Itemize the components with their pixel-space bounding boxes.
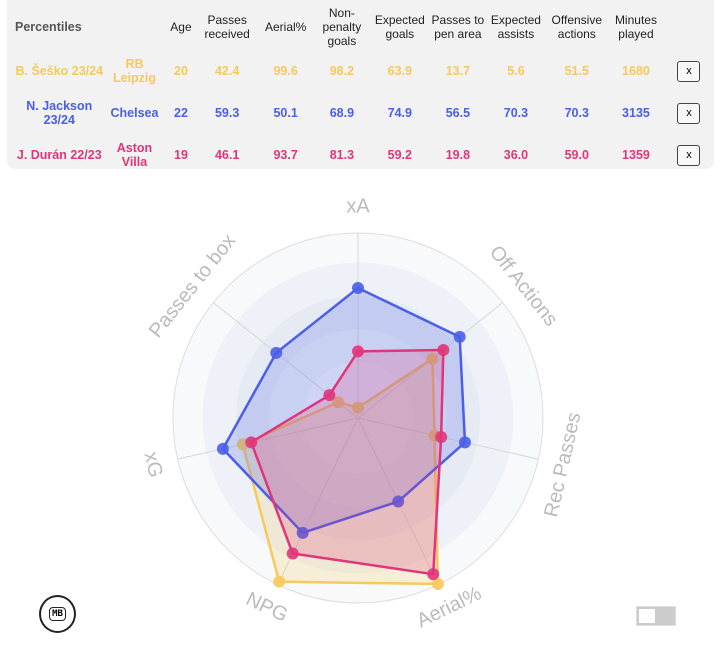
column-header: Percentiles (15, 20, 82, 34)
column-header: Expected assists (490, 13, 541, 41)
radar-data-point (437, 343, 450, 356)
player-name: J. Durán 22/23 (16, 148, 102, 162)
radar-data-point (435, 430, 448, 443)
remove-player-button[interactable]: x (677, 60, 701, 82)
column-header: Passes received (204, 13, 250, 41)
column-header: Non-penalty goals (322, 6, 362, 48)
radar-axis-label: xA (346, 195, 370, 217)
radar-data-point (323, 389, 336, 402)
stat-value: 93.7 (273, 148, 298, 162)
radar-data-point (453, 330, 466, 343)
stat-value: 59.3 (214, 106, 240, 120)
stat-value: 3135 (622, 106, 650, 120)
radar-spoke (177, 417, 359, 460)
column-header: Aerial% (264, 20, 307, 34)
remove-cell: x (664, 50, 714, 92)
radar-data-point (286, 547, 299, 560)
table-row: N. Jackson 23/24 Chelsea 22 59.3 50.1 68.9 74.… (15, 92, 714, 134)
percentiles-table: Percentiles Age Passes received Aerial% Non-… (15, 4, 714, 176)
stat-value: 1680 (622, 64, 650, 78)
stat-value: 1359 (622, 148, 650, 162)
radar-data-point (426, 352, 439, 365)
remove-cell: x (664, 92, 714, 134)
remove-player-button[interactable]: x (677, 102, 701, 124)
toggle-knob (639, 609, 655, 623)
stat-value: 70.3 (503, 106, 529, 120)
stat-value: 59.0 (564, 148, 589, 162)
column-header: Offensive actions (551, 13, 603, 41)
stat-value: 19 (174, 148, 188, 162)
radar-series-area (249, 348, 445, 576)
column-header: Age (170, 20, 192, 34)
radar-data-point (332, 396, 345, 409)
column-header: Minutes played (614, 13, 657, 41)
radar-data-point (216, 442, 229, 455)
stat-value: 99.6 (273, 64, 298, 78)
stat-value: 74.9 (387, 106, 412, 120)
radar-spoke (357, 417, 539, 460)
stat-value: 20 (174, 64, 188, 78)
radar-axis-label: xG (140, 450, 167, 480)
radar-axis-label: Rec Passes (540, 410, 585, 519)
stat-value: 50.1 (273, 106, 298, 120)
remove-player-button[interactable]: x (677, 144, 701, 166)
radar-data-point (392, 495, 405, 508)
radar-data-point (352, 345, 364, 358)
theme-toggle[interactable] (636, 606, 676, 626)
stat-value: 36.0 (503, 148, 529, 162)
radar-data-point (352, 401, 364, 414)
radar-data-point (296, 526, 309, 539)
stat-value: 63.9 (387, 64, 412, 78)
stat-value: 98.2 (329, 64, 355, 78)
player-name: N. Jackson 23/24 (26, 99, 93, 127)
radar-data-point (245, 436, 258, 449)
stat-value: 59.2 (387, 148, 412, 162)
radar-data-point (273, 575, 286, 588)
stat-value: 42.4 (214, 64, 240, 78)
table-row: J. Durán 22/23 Aston Villa 19 46.1 93.7 81.3 5… (15, 134, 714, 176)
radar-series-area (241, 357, 440, 586)
stat-value: 22 (174, 106, 188, 120)
radar-data-point (458, 436, 471, 449)
column-header: Expected goals (374, 13, 425, 41)
radar-data-point (431, 578, 444, 591)
stat-value: 56.5 (445, 106, 471, 120)
stat-value: 5.6 (507, 64, 525, 78)
stat-value: 51.5 (564, 64, 589, 78)
percentiles-table-panel: Percentiles Age Passes received Aerial% Non-… (7, 0, 714, 169)
radar-axis-label: NPG (243, 588, 292, 627)
table-row: B. Šeško 23/24 RB Leipzig 20 42.4 99.6 98.2 63… (15, 50, 714, 92)
player-name: B. Šeško 23/24 (15, 64, 104, 78)
stat-value: 81.3 (329, 148, 355, 162)
radar-data-point (427, 568, 440, 581)
radar-series-area (221, 286, 467, 535)
stat-value: 46.1 (214, 148, 240, 162)
radar-data-point (270, 346, 283, 359)
stat-value: 68.9 (329, 106, 355, 120)
stat-value: 70.3 (564, 106, 589, 120)
logo-text: MB (49, 607, 66, 621)
mb-logo: MB (39, 595, 76, 633)
stat-value: 19.8 (445, 148, 471, 162)
team-name: Aston Villa (116, 141, 153, 169)
stat-value: 13.7 (445, 64, 471, 78)
column-header: Passes to pen area (431, 13, 485, 41)
remove-cell: x (664, 134, 714, 176)
team-name: Chelsea (110, 106, 159, 120)
team-name: RB Leipzig (112, 57, 156, 85)
radar-data-point (352, 281, 364, 294)
